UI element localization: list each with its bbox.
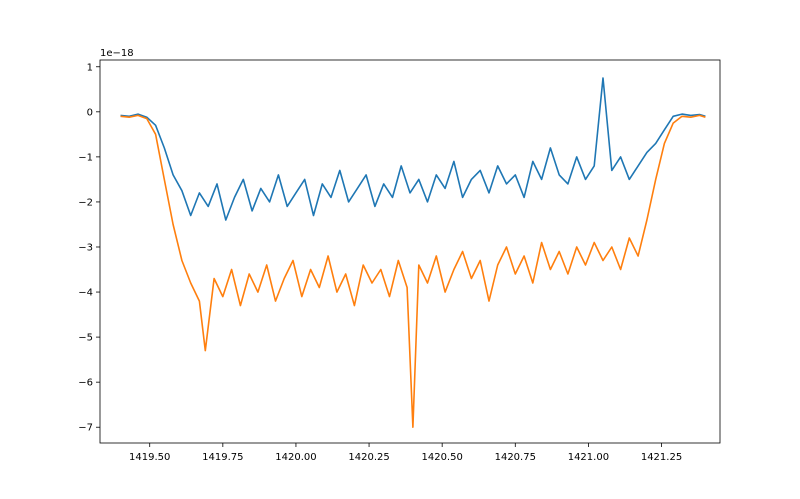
y-tick-label: −6 — [78, 378, 93, 389]
y-tick-label: −7 — [78, 423, 93, 434]
x-tick-label: 1419.75 — [202, 452, 243, 463]
series-line-2 — [120, 114, 706, 429]
x-tick-label: 1421.00 — [568, 452, 609, 463]
series-line-1 — [120, 77, 706, 221]
y-tick-label: −3 — [78, 242, 93, 253]
x-tick-label: 1420.75 — [495, 452, 536, 463]
x-tick-label: 1421.25 — [641, 452, 682, 463]
x-tick-label: 1420.50 — [421, 452, 462, 463]
y-tick-label: −4 — [78, 288, 93, 299]
x-tick-label: 1420.00 — [275, 452, 316, 463]
y-tick-label: 0 — [87, 107, 93, 118]
y-axis: 1 0 −1 −2 −3 −4 −5 −6 −7 — [78, 62, 100, 434]
plot-frame — [99, 59, 721, 444]
y-tick-label: −2 — [78, 197, 93, 208]
series-layer — [120, 77, 706, 429]
x-tick-label: 1420.25 — [348, 452, 389, 463]
x-tick-label: 1419.50 — [129, 452, 170, 463]
x-axis: 1419.50 1419.75 1420.00 1420.25 1420.50 1420.… — [129, 443, 682, 463]
y-tick-label: −1 — [78, 152, 93, 163]
y-offset-label: 1e−18 — [100, 48, 134, 59]
y-tick-label: 1 — [87, 62, 93, 73]
y-tick-label: −5 — [78, 333, 93, 344]
